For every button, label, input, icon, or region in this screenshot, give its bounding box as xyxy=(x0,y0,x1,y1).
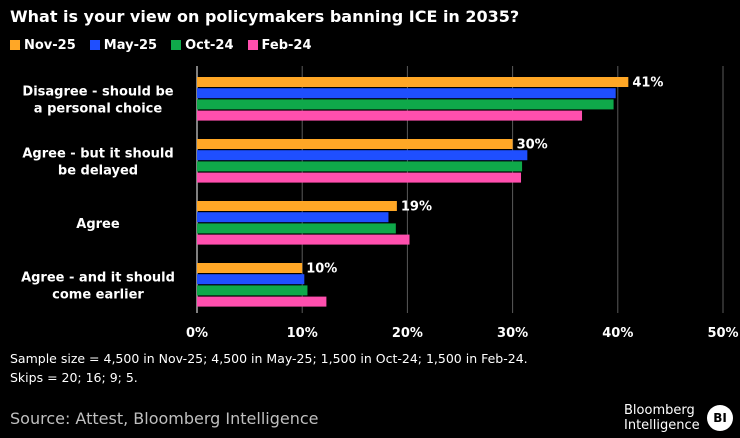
legend-label: Feb-24 xyxy=(261,37,312,53)
data-label: 30% xyxy=(517,138,548,153)
category-label: be delayed xyxy=(58,163,138,178)
legend-swatch xyxy=(89,40,100,50)
category-label: a personal choice xyxy=(34,101,163,116)
brand-line-2: Intelligence xyxy=(624,418,700,433)
chart-title: What is your view on policymakers bannin… xyxy=(10,7,520,26)
x-tick-label: 50% xyxy=(707,326,738,341)
bar-nov-25-3 xyxy=(197,263,303,273)
bar-may-25-1 xyxy=(197,150,528,161)
bar-may-25-3 xyxy=(197,274,305,285)
bar-oct-24-2 xyxy=(197,223,396,234)
bar-oct-24-3 xyxy=(197,285,308,296)
x-tick-label: 30% xyxy=(497,326,528,341)
bar-feb-24-2 xyxy=(197,234,410,245)
legend-swatch xyxy=(171,40,182,50)
data-label: 41% xyxy=(632,76,663,91)
category-label: Agree - and it should xyxy=(21,270,175,285)
legend-item-feb-24: Feb-24 xyxy=(247,37,312,53)
bar-may-25-2 xyxy=(197,212,389,223)
legend: Nov-25 May-25 Oct-24 Feb-24 xyxy=(10,37,326,53)
data-label: 10% xyxy=(306,262,337,277)
x-tick-label: 10% xyxy=(287,326,318,341)
bar-nov-25-0 xyxy=(197,77,629,87)
category-label: Disagree - should be xyxy=(22,84,173,99)
bar-nov-25-1 xyxy=(197,139,513,149)
footnote-sample-size: Sample size = 4,500 in Nov-25; 4,500 in … xyxy=(10,351,528,366)
legend-item-oct-24: Oct-24 xyxy=(171,37,234,53)
legend-item-nov-25: Nov-25 xyxy=(10,38,76,53)
x-tick-label: 40% xyxy=(602,326,633,341)
x-tick-label: 20% xyxy=(392,326,423,341)
x-tick-label: 0% xyxy=(186,326,208,341)
legend-label: Nov-25 xyxy=(24,37,76,53)
bar-nov-25-2 xyxy=(197,201,397,211)
bar-feb-24-3 xyxy=(197,296,327,307)
data-label: 19% xyxy=(401,200,432,215)
brand-logo: Bloomberg Intelligence xyxy=(624,403,700,433)
bar-may-25-0 xyxy=(197,88,616,99)
legend-item-may-25: May-25 xyxy=(89,37,158,53)
legend-label: May-25 xyxy=(103,37,158,53)
category-label: come earlier xyxy=(52,287,144,302)
bar-feb-24-1 xyxy=(197,172,522,183)
legend-swatch xyxy=(10,40,20,50)
brand-line-1: Bloomberg xyxy=(624,403,695,418)
footnote-skips: Skips = 20; 16; 9; 5. xyxy=(10,370,138,385)
category-label: Agree - but it should xyxy=(22,146,173,161)
bar-chart: 0% 10% 20% 30% 40% 50% 41% Disagree - should be… xyxy=(21,66,739,341)
bi-badge-icon: BI xyxy=(707,405,733,431)
bar-oct-24-1 xyxy=(197,161,523,172)
legend-label: Oct-24 xyxy=(185,37,234,53)
bar-oct-24-0 xyxy=(197,99,614,110)
category-label: Agree xyxy=(76,217,120,232)
source-note: Source: Attest, Bloomberg Intelligence xyxy=(10,409,319,428)
bar-feb-24-0 xyxy=(197,110,583,121)
legend-swatch xyxy=(247,40,258,50)
